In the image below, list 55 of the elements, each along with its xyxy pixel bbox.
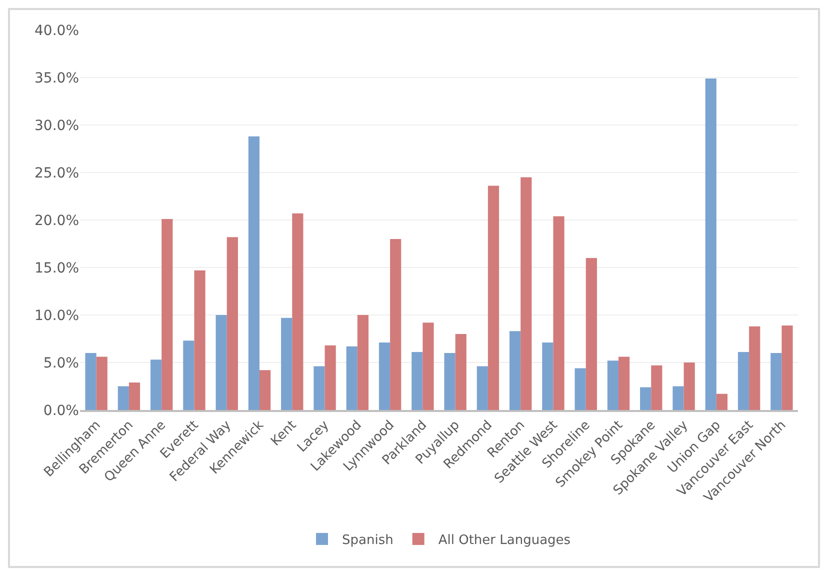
bar	[248, 136, 260, 410]
bar	[738, 352, 750, 410]
y-tick-label: 15.0%	[34, 260, 79, 276]
bar	[292, 213, 304, 410]
bar	[607, 360, 618, 410]
bar	[314, 366, 325, 410]
bar	[96, 356, 108, 410]
bar	[574, 368, 586, 410]
bar	[346, 346, 358, 410]
bar	[705, 78, 716, 410]
bar	[260, 370, 271, 410]
bar	[444, 353, 456, 410]
y-tick-label: 20.0%	[34, 212, 79, 229]
bar	[618, 356, 630, 410]
y-tick-label: 5.0%	[43, 355, 79, 372]
bar	[357, 315, 369, 410]
bar	[455, 334, 466, 410]
bar	[378, 342, 390, 410]
bar	[770, 353, 782, 410]
bar	[194, 270, 206, 410]
bar	[226, 237, 238, 410]
bar	[85, 353, 96, 410]
bar	[716, 394, 728, 410]
bar	[749, 326, 760, 410]
bar	[586, 258, 597, 410]
legend-label: All Other Languages	[438, 533, 571, 548]
y-tick-label: 40.0%	[34, 22, 79, 39]
bar	[488, 186, 500, 410]
bar	[128, 382, 140, 410]
bar	[216, 315, 227, 410]
bar	[520, 177, 532, 410]
bar	[324, 345, 336, 410]
bar	[672, 386, 684, 410]
y-tick-label: 30.0%	[34, 118, 79, 134]
bar	[422, 322, 434, 410]
bar	[651, 365, 662, 410]
bar	[542, 342, 554, 410]
bar	[118, 386, 129, 410]
bar	[162, 219, 173, 410]
y-tick-label: 10.0%	[34, 308, 79, 324]
bar	[476, 366, 488, 410]
bar	[640, 387, 652, 410]
bar	[150, 360, 162, 410]
y-tick-label: 0.0%	[43, 402, 79, 419]
bar	[390, 239, 402, 410]
bar	[509, 331, 521, 410]
bar	[553, 216, 564, 410]
legend-label: Spanish	[342, 533, 394, 548]
y-tick-label: 35.0%	[34, 70, 79, 86]
bar	[412, 352, 423, 410]
bar	[281, 318, 292, 410]
y-tick-label: 25.0%	[34, 165, 79, 182]
bar	[684, 362, 695, 410]
bar	[782, 325, 793, 410]
bar	[183, 340, 194, 410]
